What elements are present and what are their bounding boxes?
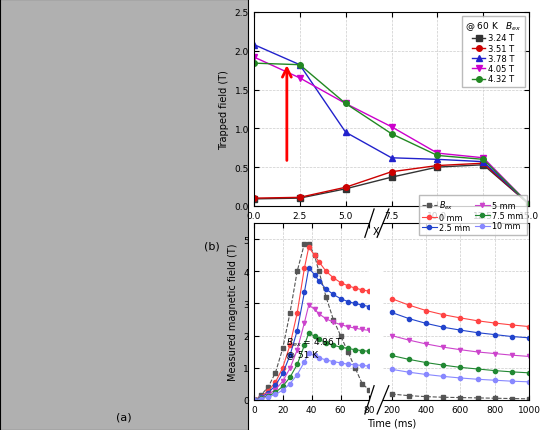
Text: (b): (b): [204, 241, 220, 251]
Text: $B_{ex}$ = 4.86 T
@ 51 K: $B_{ex}$ = 4.86 T @ 51 K: [286, 335, 343, 359]
X-axis label: X (mm): X (mm): [373, 226, 410, 236]
Text: Time (ms): Time (ms): [367, 418, 416, 428]
Y-axis label: Trapped field (T): Trapped field (T): [219, 70, 229, 150]
Text: (a): (a): [117, 412, 132, 421]
Legend: 3.24 T, 3.51 T, 3.78 T, 4.05 T, 4.32 T: 3.24 T, 3.51 T, 3.78 T, 4.05 T, 4.32 T: [462, 17, 525, 88]
Y-axis label: Measured magnetic field (T): Measured magnetic field (T): [228, 243, 238, 381]
Legend: $B_{ex}$, 0 mm, 2.5 mm, 5 mm, 7.5 mm, 10 mm: $B_{ex}$, 0 mm, 2.5 mm, 5 mm, 7.5 mm, 10…: [419, 196, 526, 236]
